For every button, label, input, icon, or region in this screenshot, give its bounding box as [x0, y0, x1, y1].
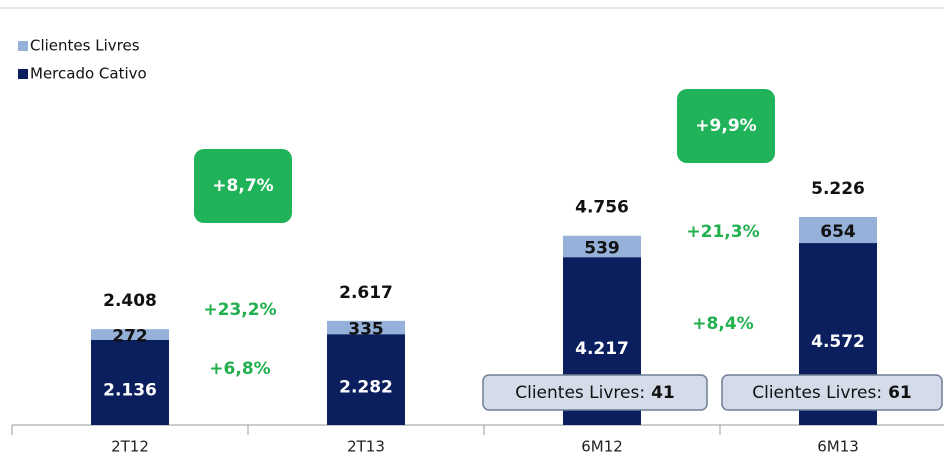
bar-segment: [327, 320, 405, 335]
info-label: Clientes Livres:: [515, 383, 645, 403]
info-text: Clientes Livres: 61: [752, 383, 912, 403]
value-label: 4.572: [811, 332, 865, 352]
info-label: Clientes Livres:: [752, 383, 882, 403]
bar-segment: [327, 334, 405, 425]
legend-label: Mercado Cativo: [30, 65, 147, 83]
value-label: 272: [112, 327, 148, 347]
value-label: 2.136: [103, 380, 157, 400]
bar-segment: [799, 217, 877, 244]
bar-segment: [91, 329, 169, 340]
info-box: [482, 374, 708, 411]
value-label: 335: [348, 320, 384, 340]
growth-badge: [194, 149, 292, 223]
legend-swatch: [18, 69, 28, 79]
annotation: +6,8%: [209, 359, 270, 379]
info-box: [721, 374, 943, 411]
info-value: 41: [651, 383, 675, 403]
total-label: 2.617: [339, 283, 393, 303]
value-label: 539: [584, 238, 620, 258]
bar-segment: [563, 235, 641, 258]
info-text: Clientes Livres: 41: [515, 383, 675, 403]
total-label: 4.756: [575, 198, 629, 218]
total-label: 2.408: [103, 291, 157, 311]
annotation: +8,4%: [692, 314, 753, 334]
legend-swatch: [18, 41, 28, 51]
legend-label: Clientes Livres: [30, 37, 140, 55]
value-label: 654: [820, 222, 856, 242]
x-tick-label: 2T13: [347, 438, 385, 456]
bar-segment: [91, 339, 169, 425]
x-tick-label: 2T12: [111, 438, 149, 456]
annotation: +23,2%: [203, 300, 276, 320]
growth-badge: [677, 89, 775, 163]
value-label: 2.282: [339, 378, 393, 398]
annotation: +8,7%: [212, 176, 273, 196]
value-label: 4.217: [575, 339, 629, 359]
annotation: +9,9%: [695, 116, 756, 136]
x-tick-label: 6M13: [817, 438, 859, 456]
annotation: +21,3%: [686, 222, 759, 242]
info-value: 61: [888, 383, 912, 403]
x-tick-label: 6M12: [581, 438, 623, 456]
total-label: 5.226: [811, 179, 865, 199]
